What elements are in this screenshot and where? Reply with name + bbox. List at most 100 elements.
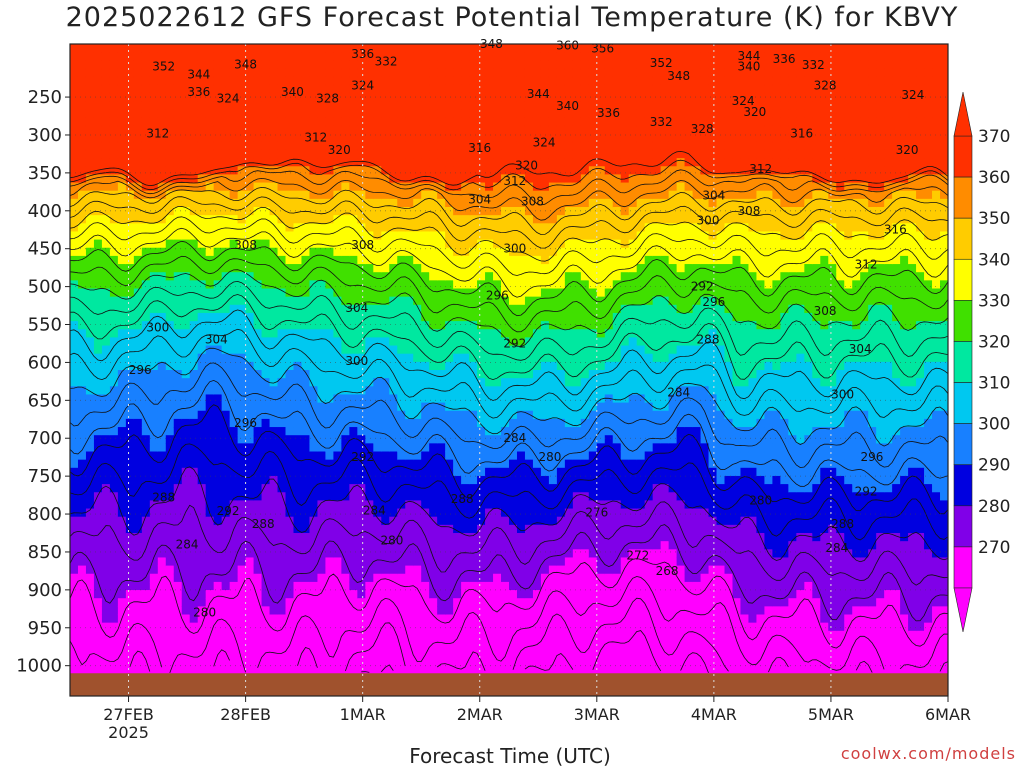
field-cell bbox=[509, 280, 518, 290]
field-cell bbox=[437, 60, 446, 70]
field-cell bbox=[133, 606, 143, 616]
field-cell bbox=[461, 52, 470, 61]
field-cell bbox=[477, 638, 486, 648]
field-cell bbox=[293, 158, 303, 167]
field-cell bbox=[269, 84, 279, 94]
field-cell bbox=[101, 427, 111, 436]
field-cell bbox=[229, 443, 239, 453]
field-cell bbox=[70, 264, 79, 273]
field-cell bbox=[229, 68, 239, 78]
field-cell bbox=[245, 247, 255, 257]
field-cell bbox=[548, 598, 558, 607]
field-cell bbox=[405, 386, 414, 396]
field-cell bbox=[253, 109, 263, 118]
field-cell bbox=[197, 606, 207, 616]
field-cell bbox=[413, 614, 422, 624]
field-cell bbox=[365, 443, 374, 453]
field-cell bbox=[117, 149, 127, 159]
field-cell bbox=[397, 272, 406, 281]
field-cell bbox=[197, 174, 207, 184]
field-cell bbox=[485, 663, 494, 673]
field-cell bbox=[133, 215, 143, 224]
field-cell bbox=[357, 52, 366, 61]
field-cell bbox=[85, 52, 95, 61]
field-cell bbox=[117, 101, 127, 110]
field-cell bbox=[341, 427, 350, 436]
field-cell bbox=[469, 101, 478, 110]
field-cell bbox=[365, 573, 374, 583]
field-cell bbox=[229, 394, 239, 404]
field-cell bbox=[213, 239, 223, 249]
field-cell bbox=[509, 231, 518, 241]
field-cell bbox=[221, 207, 231, 216]
field-cell bbox=[341, 239, 350, 249]
field-cell bbox=[429, 418, 438, 428]
field-cell bbox=[540, 247, 550, 257]
field-cell bbox=[189, 321, 199, 330]
field-cell bbox=[93, 304, 103, 314]
field-cell bbox=[453, 44, 462, 53]
field-cell bbox=[85, 541, 95, 550]
field-cell bbox=[357, 361, 366, 371]
field-cell bbox=[109, 312, 119, 322]
field-cell bbox=[101, 418, 111, 428]
field-cell bbox=[173, 590, 183, 599]
field-cell bbox=[293, 508, 303, 518]
field-cell bbox=[325, 663, 334, 673]
field-cell bbox=[277, 475, 287, 485]
field-cell bbox=[309, 141, 319, 151]
field-cell bbox=[117, 484, 127, 493]
field-cell bbox=[245, 467, 255, 477]
field-cell bbox=[469, 231, 478, 241]
field-cell bbox=[197, 84, 207, 94]
field-cell bbox=[70, 52, 79, 61]
field-cell bbox=[293, 565, 303, 575]
field-cell bbox=[245, 541, 255, 550]
field-cell bbox=[477, 516, 486, 526]
field-cell bbox=[277, 198, 287, 208]
field-cell bbox=[556, 337, 566, 347]
field-cell bbox=[421, 68, 430, 78]
field-cell bbox=[269, 190, 279, 200]
field-cell bbox=[213, 84, 223, 94]
field-cell bbox=[77, 467, 87, 477]
field-cell bbox=[237, 663, 247, 673]
field-cell bbox=[285, 484, 295, 493]
field-cell bbox=[389, 378, 398, 387]
field-cell bbox=[429, 247, 438, 257]
field-cell bbox=[285, 190, 295, 200]
field-cell bbox=[109, 614, 119, 624]
field-cell bbox=[189, 500, 199, 510]
field-cell bbox=[556, 557, 566, 567]
field-cell bbox=[197, 565, 207, 575]
field-cell bbox=[93, 638, 103, 648]
field-cell bbox=[349, 418, 358, 428]
field-cell bbox=[381, 663, 390, 673]
field-cell bbox=[269, 427, 279, 436]
field-cell bbox=[165, 394, 175, 404]
field-cell bbox=[149, 109, 159, 118]
field-cell bbox=[157, 255, 167, 265]
field-cell bbox=[117, 581, 127, 591]
field-cell bbox=[285, 565, 295, 575]
field-cell bbox=[93, 109, 103, 118]
field-cell bbox=[333, 516, 342, 526]
field-cell bbox=[540, 321, 550, 330]
field-cell bbox=[524, 190, 534, 200]
field-cell bbox=[357, 590, 366, 599]
field-cell bbox=[373, 459, 382, 469]
field-cell bbox=[101, 44, 111, 53]
field-cell bbox=[357, 255, 366, 265]
field-cell bbox=[421, 76, 430, 86]
field-cell bbox=[77, 443, 87, 453]
field-cell bbox=[405, 533, 414, 542]
field-cell bbox=[516, 638, 526, 648]
field-cell bbox=[245, 524, 255, 534]
field-cell bbox=[125, 60, 135, 70]
field-cell bbox=[149, 370, 159, 379]
field-cell bbox=[285, 451, 295, 461]
field-cell bbox=[389, 394, 398, 404]
field-cell bbox=[173, 60, 183, 70]
field-cell bbox=[189, 663, 199, 673]
field-cell bbox=[516, 329, 526, 338]
